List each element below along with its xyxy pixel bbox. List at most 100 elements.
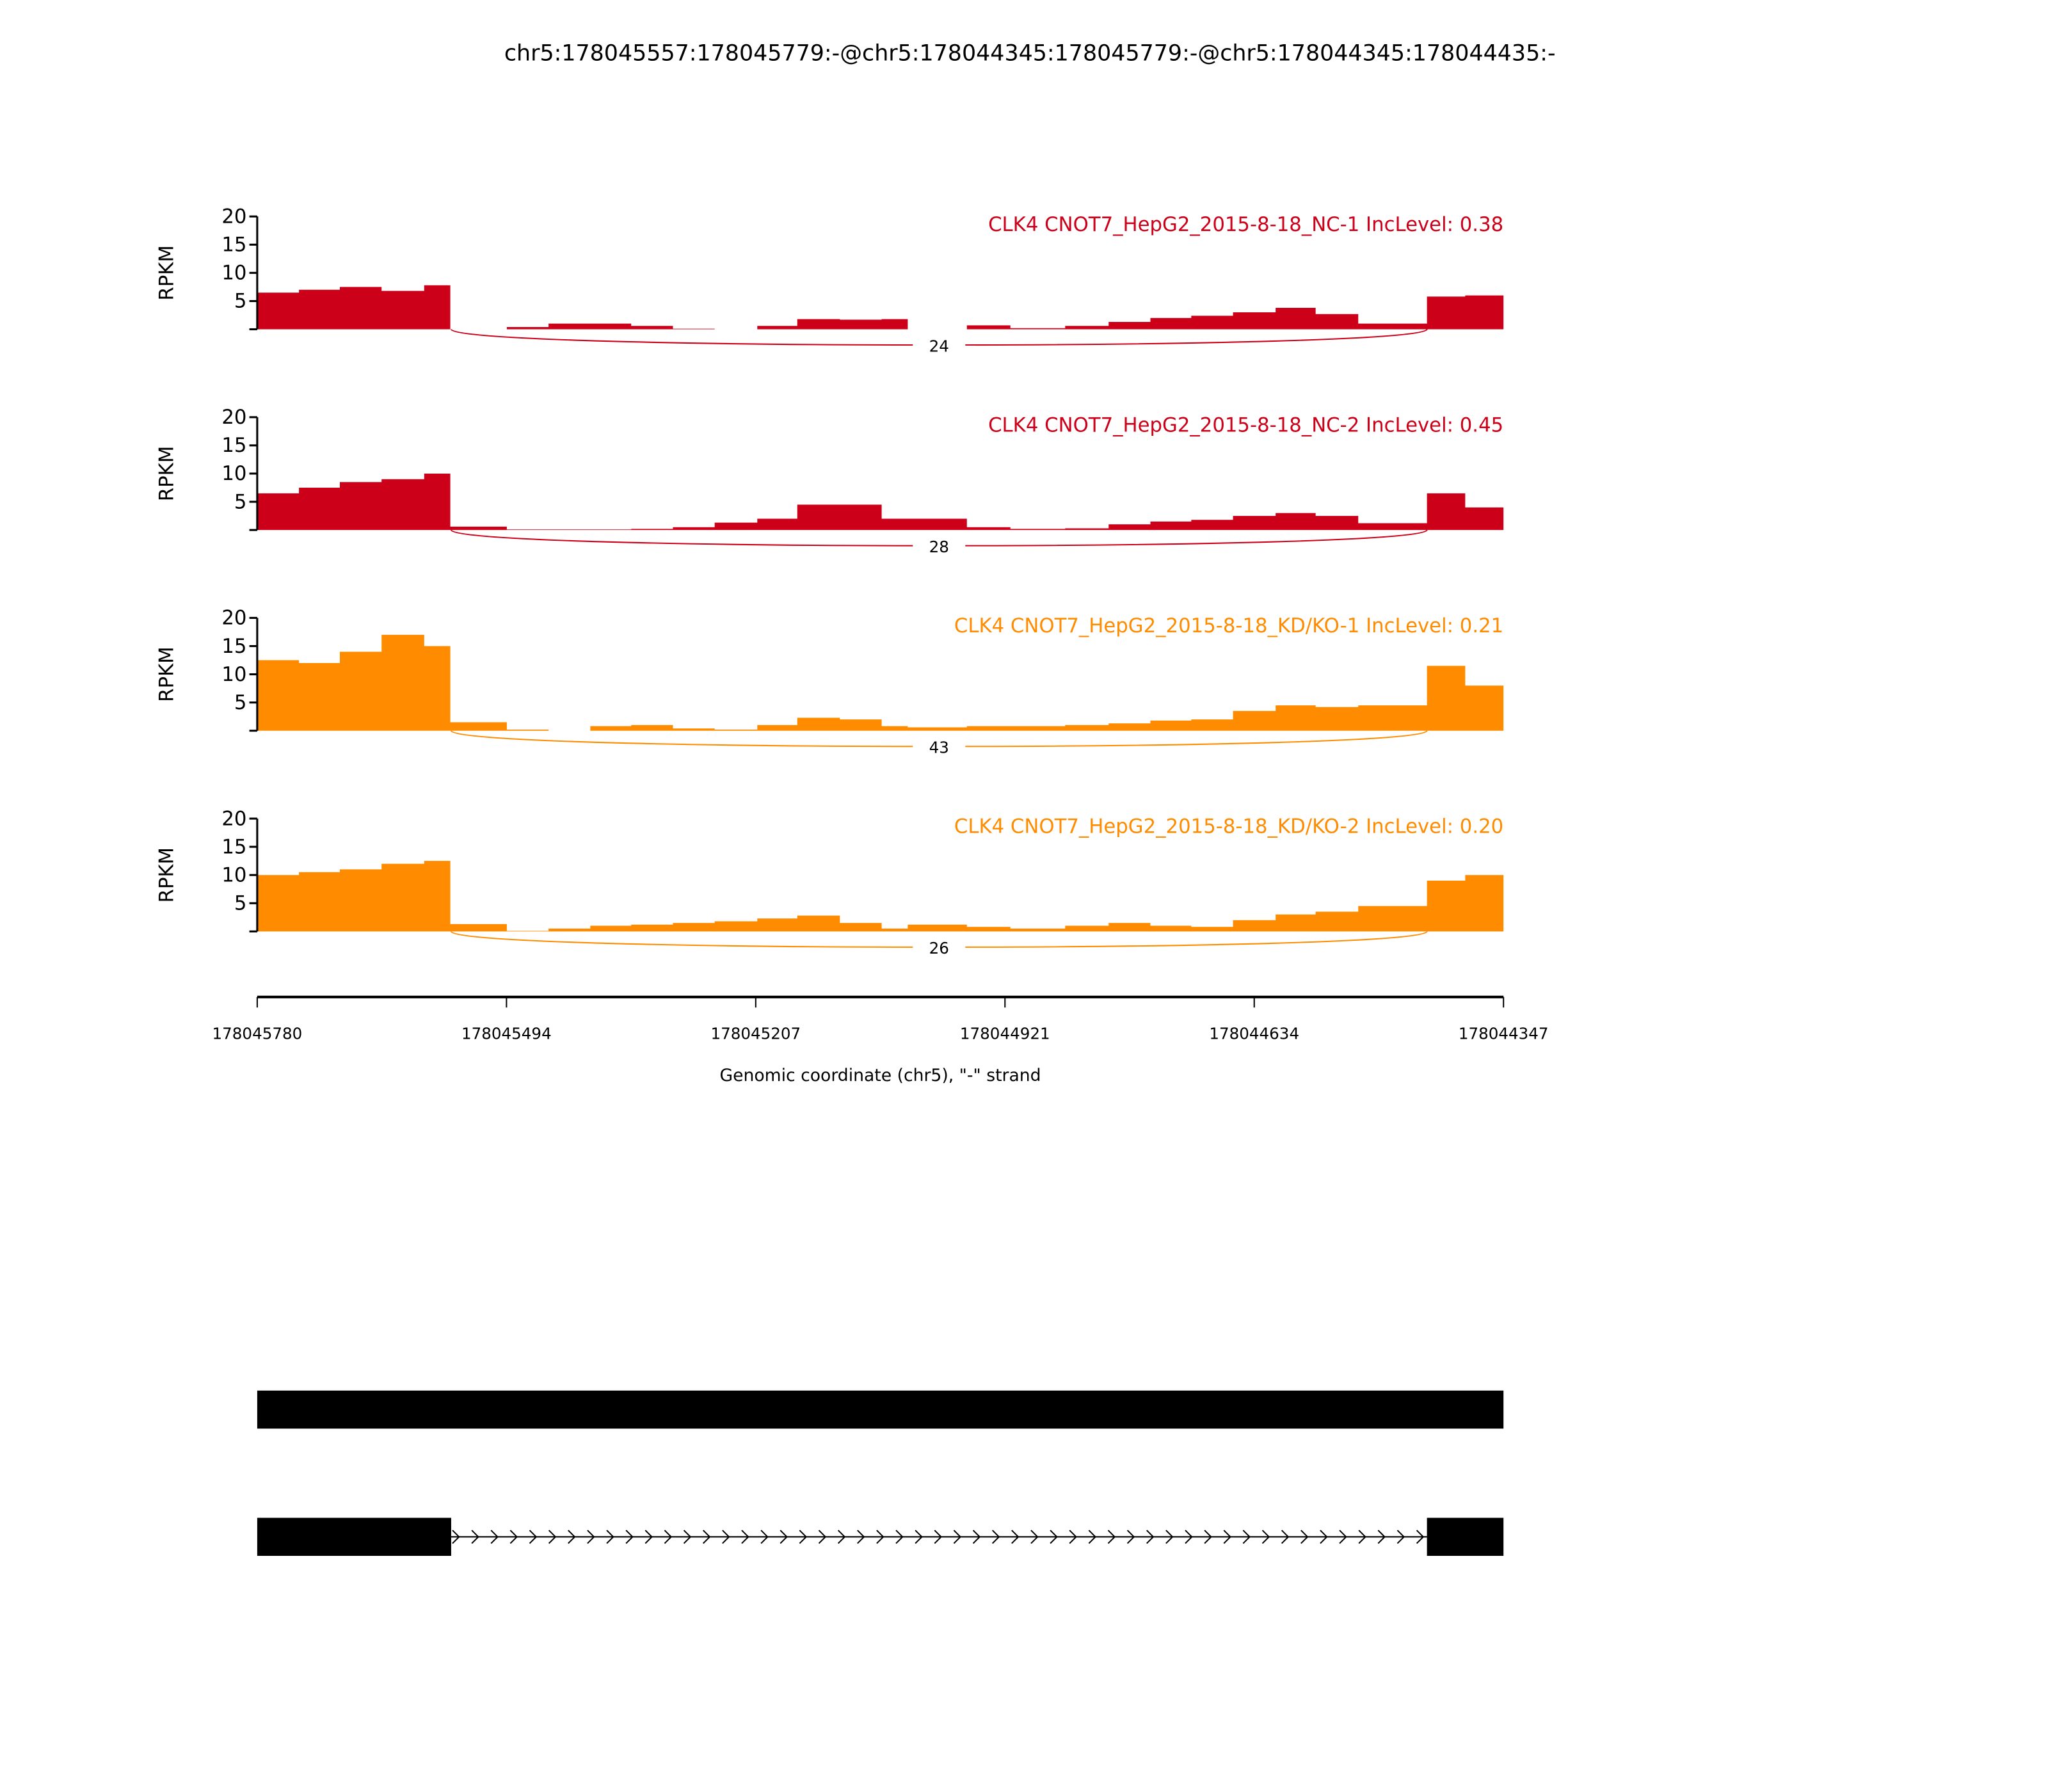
x-axis-label: Genomic coordinate (chr5), "-" strand bbox=[720, 1066, 1041, 1085]
exon-block bbox=[1427, 1517, 1504, 1556]
strand-chevron-icon bbox=[1261, 1530, 1270, 1544]
strand-chevron-icon bbox=[1242, 1530, 1251, 1544]
y-tick-label: 5 bbox=[234, 290, 247, 313]
strand-chevron-icon bbox=[471, 1530, 479, 1544]
strand-chevron-icon bbox=[452, 1530, 460, 1544]
strand-chevron-icon bbox=[837, 1530, 846, 1544]
coverage-area bbox=[257, 473, 1504, 531]
strand-chevron-icon bbox=[1011, 1530, 1020, 1544]
track-title: CLK4 CNOT7_HepG2_2015-8-18_NC-2 IncLevel… bbox=[988, 413, 1503, 436]
y-tick-label: 5 bbox=[234, 892, 247, 915]
strand-chevron-icon bbox=[548, 1530, 557, 1544]
strand-chevron-icon bbox=[741, 1530, 749, 1544]
strand-chevron-icon bbox=[490, 1530, 499, 1544]
y-tick-label: 15 bbox=[221, 434, 246, 457]
track-title: CLK4 CNOT7_HepG2_2015-8-18_NC-1 IncLevel… bbox=[988, 213, 1503, 236]
x-tick-label: 178044347 bbox=[1459, 1024, 1549, 1043]
strand-chevron-icon bbox=[1300, 1530, 1309, 1544]
strand-chevron-icon bbox=[1358, 1530, 1366, 1544]
strand-chevron-icon bbox=[934, 1530, 942, 1544]
junction-count: 24 bbox=[929, 337, 949, 355]
strand-chevron-icon bbox=[606, 1530, 614, 1544]
strand-chevron-icon bbox=[664, 1530, 673, 1544]
strand-chevron-icon bbox=[895, 1530, 904, 1544]
y-tick-label: 10 bbox=[221, 462, 246, 485]
coverage-track: 5 10 15 20 RPKM CLK4 CNOT7_HepG2_2015-8-18_KD… bbox=[156, 607, 1504, 757]
transcript bbox=[257, 1390, 1504, 1429]
strand-chevron-icon bbox=[1396, 1530, 1405, 1544]
strand-chevron-icon bbox=[915, 1530, 923, 1544]
y-tick-label: 5 bbox=[234, 691, 247, 714]
exon-block bbox=[257, 1390, 1504, 1429]
coverage-area bbox=[257, 634, 1504, 731]
strand-chevron-icon bbox=[1030, 1530, 1039, 1544]
strand-chevron-icon bbox=[644, 1530, 653, 1544]
strand-chevron-icon bbox=[857, 1530, 865, 1544]
y-tick-label: 20 bbox=[221, 807, 246, 830]
strand-chevron-icon bbox=[780, 1530, 788, 1544]
coverage-track: 5 10 15 20 RPKM CLK4 CNOT7_HepG2_2015-8-18_NC… bbox=[156, 205, 1504, 355]
strand-chevron-icon bbox=[683, 1530, 692, 1544]
plot-title: chr5:178045557:178045779:-@chr5:17804434… bbox=[504, 40, 1556, 66]
strand-chevron-icon bbox=[991, 1530, 1000, 1544]
exon-block bbox=[257, 1517, 451, 1556]
x-tick-label: 178045207 bbox=[710, 1024, 801, 1043]
transcript bbox=[257, 1517, 1504, 1556]
coverage-area bbox=[257, 285, 1504, 330]
coverage-track: 5 10 15 20 RPKM CLK4 CNOT7_HepG2_2015-8-18_NC… bbox=[156, 406, 1504, 556]
x-axis: 178045780 178045494 178045207 178044921 1780… bbox=[212, 995, 1549, 1043]
y-tick-label: 15 bbox=[221, 635, 246, 658]
y-axis-label: RPKM bbox=[156, 245, 179, 301]
coverage-area bbox=[257, 861, 1504, 932]
junction-label-box bbox=[913, 333, 966, 355]
strand-chevron-icon bbox=[1416, 1530, 1425, 1544]
y-tick-label: 20 bbox=[221, 205, 246, 228]
strand-chevron-icon bbox=[953, 1530, 962, 1544]
strand-chevron-icon bbox=[1339, 1530, 1347, 1544]
strand-chevron-icon bbox=[1204, 1530, 1212, 1544]
strand-chevron-icon bbox=[1050, 1530, 1058, 1544]
strand-chevron-icon bbox=[1165, 1530, 1174, 1544]
strand-chevron-icon bbox=[1107, 1530, 1116, 1544]
junction-count: 26 bbox=[929, 939, 949, 957]
strand-chevron-icon bbox=[529, 1530, 538, 1544]
y-tick-label: 10 bbox=[221, 863, 246, 886]
junction-count: 28 bbox=[929, 538, 949, 556]
strand-chevron-icon bbox=[1088, 1530, 1097, 1544]
track-title: CLK4 CNOT7_HepG2_2015-8-18_KD/KO-2 IncLe… bbox=[954, 815, 1503, 838]
x-tick-label: 178045780 bbox=[212, 1024, 303, 1043]
junction-label-box bbox=[913, 534, 966, 556]
strand-chevron-icon bbox=[587, 1530, 595, 1544]
y-tick-label: 5 bbox=[234, 490, 247, 513]
track-title: CLK4 CNOT7_HepG2_2015-8-18_KD/KO-1 IncLe… bbox=[954, 614, 1503, 637]
strand-chevron-icon bbox=[1377, 1530, 1386, 1544]
y-axis-label: RPKM bbox=[156, 446, 179, 502]
strand-chevron-icon bbox=[1126, 1530, 1135, 1544]
gene-models bbox=[257, 1390, 1504, 1556]
strand-chevron-icon bbox=[1146, 1530, 1155, 1544]
strand-chevron-icon bbox=[760, 1530, 769, 1544]
y-tick-label: 15 bbox=[221, 835, 246, 858]
x-tick-label: 178044634 bbox=[1209, 1024, 1299, 1043]
strand-chevron-icon bbox=[722, 1530, 730, 1544]
strand-chevron-icon bbox=[972, 1530, 981, 1544]
y-axis-label: RPKM bbox=[156, 646, 179, 702]
strand-chevron-icon bbox=[1069, 1530, 1077, 1544]
strand-chevron-icon bbox=[702, 1530, 711, 1544]
y-tick-label: 20 bbox=[221, 607, 246, 630]
strand-chevron-icon bbox=[1185, 1530, 1193, 1544]
strand-chevron-icon bbox=[568, 1530, 576, 1544]
x-tick-label: 178044921 bbox=[960, 1024, 1050, 1043]
strand-chevron-icon bbox=[1223, 1530, 1231, 1544]
strand-chevron-icon bbox=[799, 1530, 808, 1544]
strand-chevron-icon bbox=[1320, 1530, 1328, 1544]
y-axis-label: RPKM bbox=[156, 847, 179, 903]
y-tick-label: 15 bbox=[221, 234, 246, 257]
strand-chevron-icon bbox=[509, 1530, 518, 1544]
strand-chevron-icon bbox=[1281, 1530, 1290, 1544]
coverage-track: 5 10 15 20 RPKM CLK4 CNOT7_HepG2_2015-8-18_KD… bbox=[156, 807, 1504, 957]
junction-count: 43 bbox=[929, 739, 949, 757]
y-tick-label: 10 bbox=[221, 663, 246, 686]
y-tick-label: 20 bbox=[221, 406, 246, 429]
